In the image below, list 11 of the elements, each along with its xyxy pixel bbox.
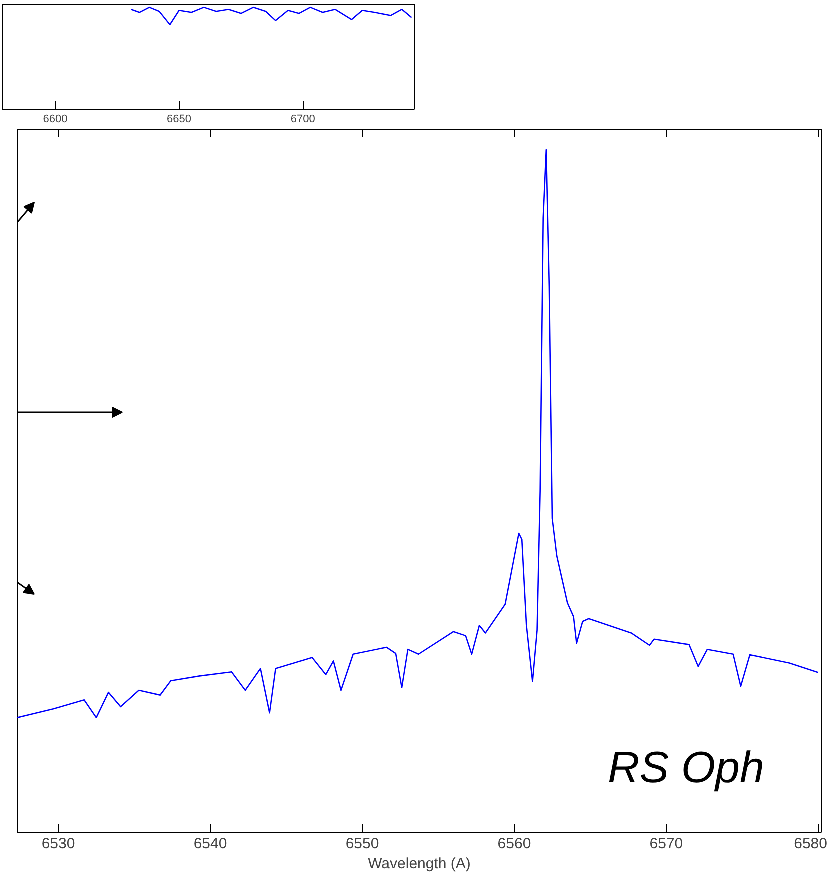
x-tick-label: 6700: [290, 114, 316, 126]
x-tick-label: 6650: [167, 114, 192, 126]
x-tick-label: 6570: [650, 836, 684, 852]
x-tick-label: 6580: [794, 836, 827, 852]
x-tick-label: 6550: [346, 836, 380, 852]
x-tick-label: 6530: [42, 836, 76, 852]
x-tick-label: 6560: [498, 836, 532, 852]
x-axis-title: Wavelength (A): [368, 856, 471, 872]
x-tick-label: 6540: [194, 836, 228, 852]
annotation: RS Oph: [608, 744, 764, 792]
x-tick-label: 6600: [43, 114, 68, 126]
